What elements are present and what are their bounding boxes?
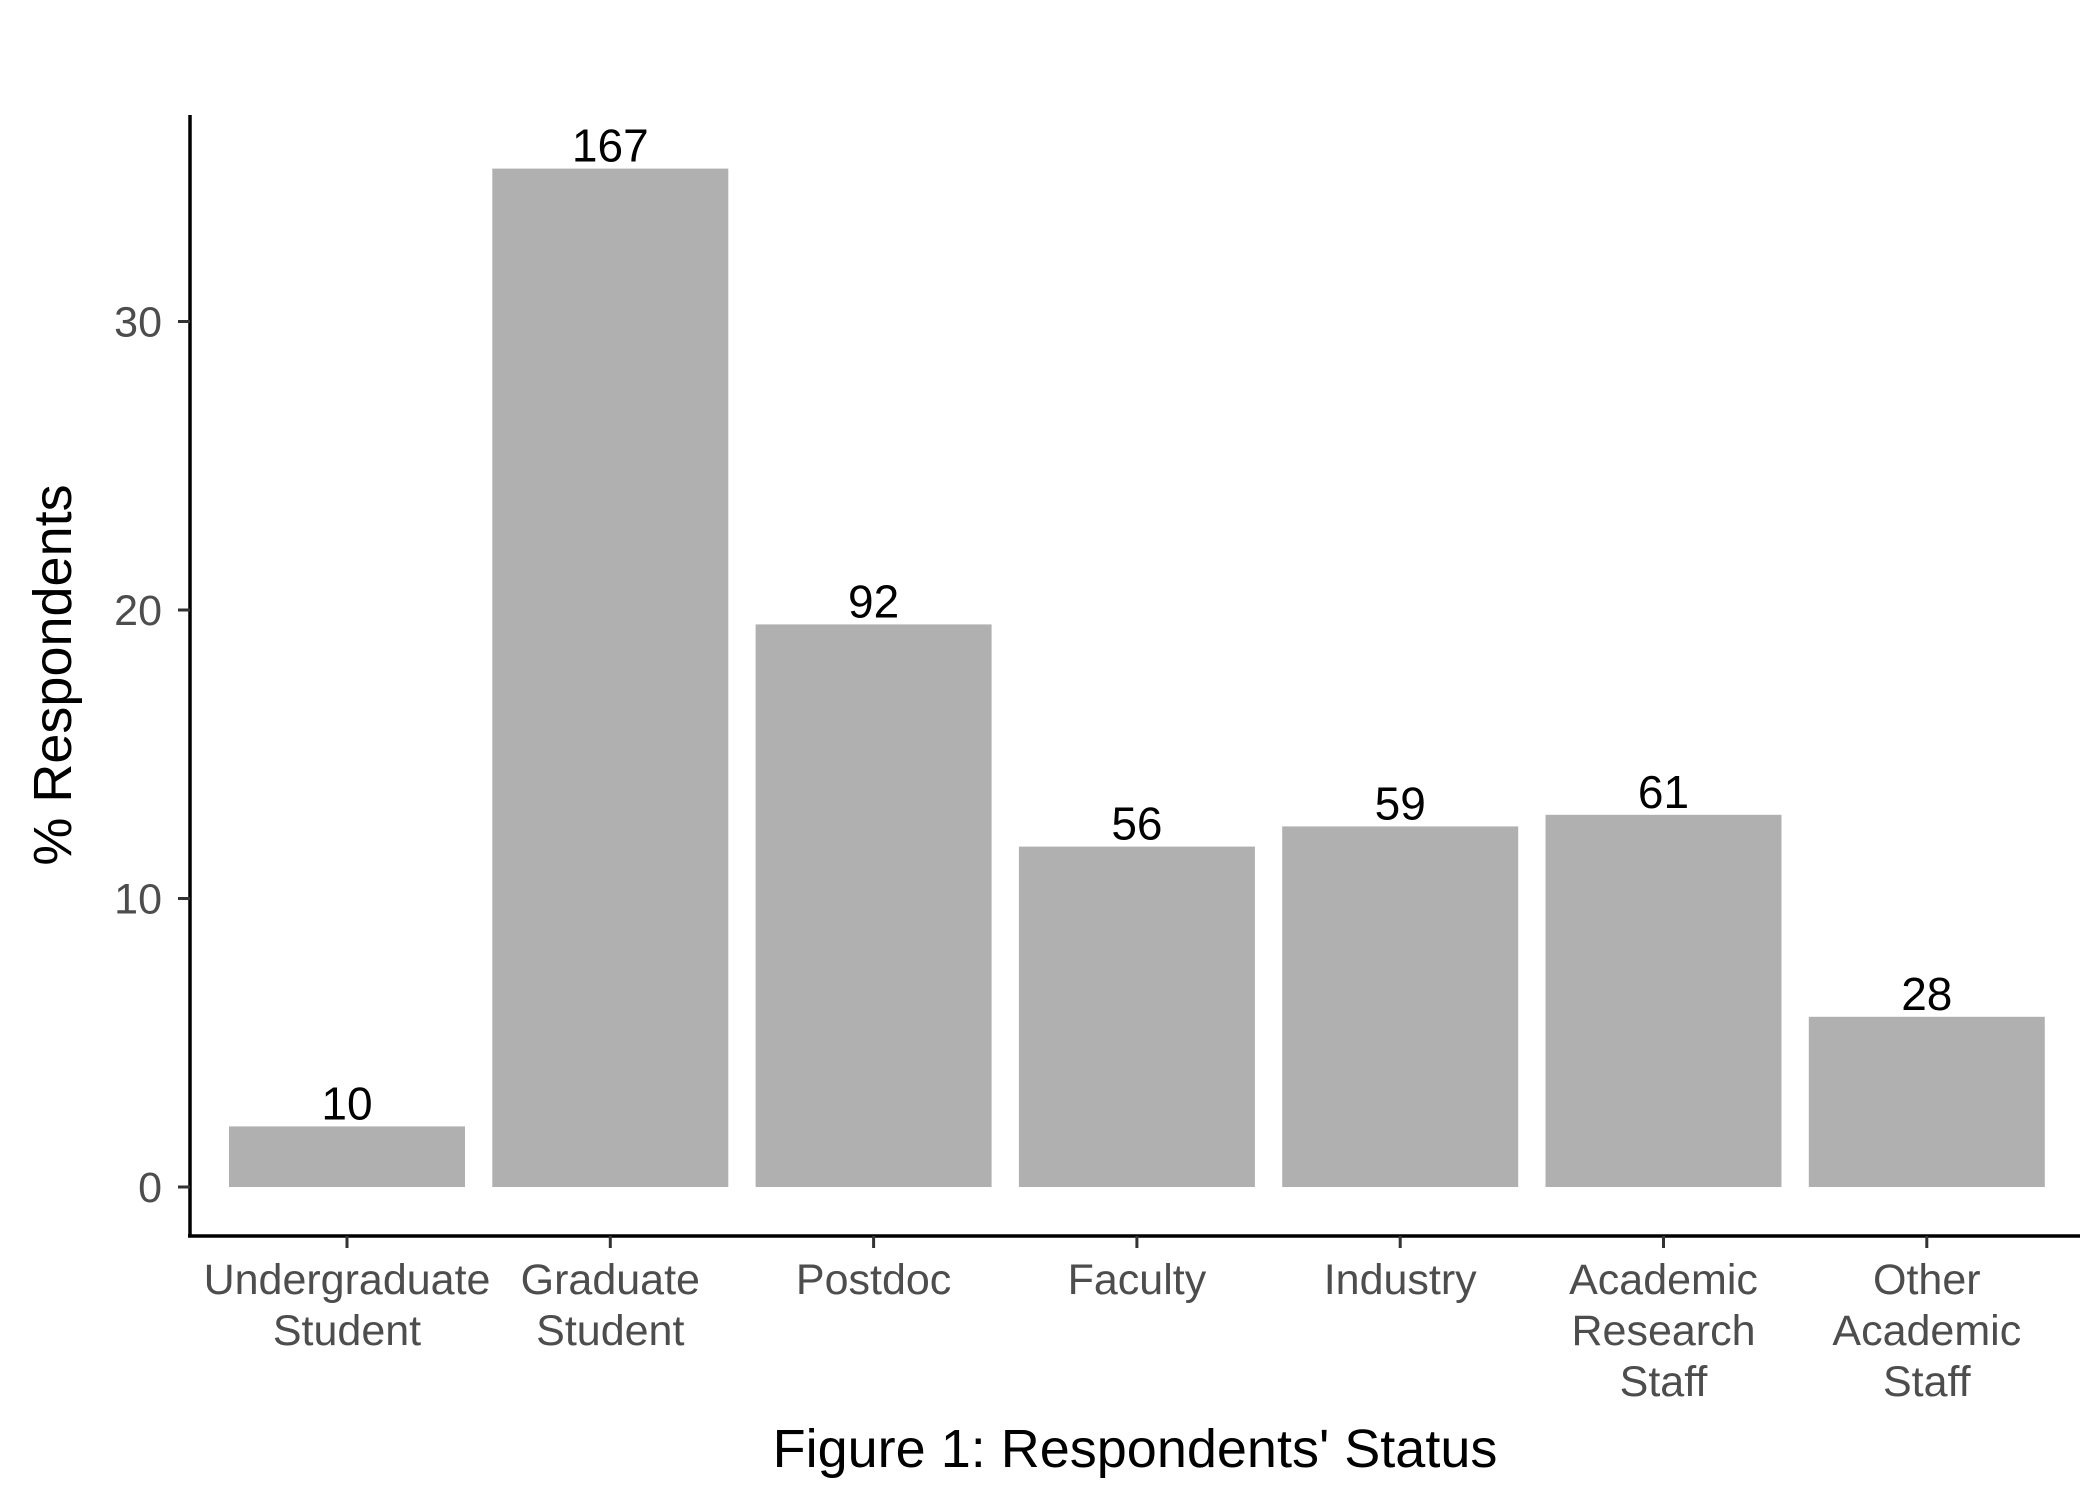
x-tick-label-5: Academic Research Staff: [1569, 1256, 1758, 1406]
x-tick-label-2: Postdoc: [796, 1256, 951, 1304]
y-axis-title: % Respondents: [23, 484, 83, 865]
x-tick-label-3: Faculty: [1068, 1256, 1207, 1304]
x-tick-label-line: Student: [536, 1307, 684, 1355]
y-tick-label-3: 30: [114, 299, 162, 347]
x-tick-label-line: Academic: [1569, 1256, 1758, 1304]
x-tick-label-line: Graduate: [521, 1256, 700, 1304]
y-tick-label-0: 0: [138, 1164, 162, 1212]
bar-4: [1282, 826, 1519, 1187]
x-tick-label-0: Undergraduate Student: [204, 1256, 491, 1355]
bar-labels-group: 10 167 92 56 59 61 28: [321, 120, 1952, 1130]
x-tick-label-line: Undergraduate: [204, 1256, 491, 1304]
x-tick-label-6: Other Academic Staff: [1832, 1256, 2021, 1406]
bar-value-label-3: 56: [1111, 798, 1162, 850]
bar-value-label-4: 59: [1375, 777, 1426, 829]
y-tick-label-2: 20: [114, 587, 162, 635]
bar-value-label-6: 28: [1901, 968, 1952, 1020]
x-tick-label-4: Industry: [1324, 1256, 1477, 1304]
x-tick-label-line: Postdoc: [796, 1256, 951, 1304]
x-axis-title: Figure 1: Respondents' Status: [773, 1419, 1498, 1479]
bar-3: [1018, 846, 1255, 1187]
bar-6: [1808, 1016, 2045, 1187]
x-tick-label-line: Other: [1873, 1256, 1981, 1304]
bar-2: [755, 624, 992, 1187]
x-tick-label-line: Industry: [1324, 1256, 1477, 1304]
bar-value-label-2: 92: [848, 575, 899, 627]
x-tick-label-line: Staff: [1620, 1358, 1709, 1406]
x-tick-label-line: Staff: [1883, 1358, 1972, 1406]
bar-value-label-0: 10: [321, 1077, 372, 1129]
bar-5: [1545, 814, 1782, 1187]
bar-1: [492, 168, 729, 1188]
bars-group: [229, 168, 2045, 1188]
y-tick-label-1: 10: [114, 876, 162, 924]
x-tick-label-line: Student: [273, 1307, 421, 1355]
y-axis-ticks: 0 10 20 30: [114, 299, 190, 1212]
bar-value-label-1: 167: [572, 120, 649, 172]
x-tick-label-line: Academic: [1832, 1307, 2021, 1355]
x-tick-label-line: Research: [1571, 1307, 1755, 1355]
bar-value-label-5: 61: [1638, 766, 1689, 818]
x-tick-label-line: Faculty: [1068, 1256, 1207, 1304]
bar-0: [229, 1126, 465, 1187]
x-tick-label-1: Graduate Student: [521, 1256, 700, 1355]
